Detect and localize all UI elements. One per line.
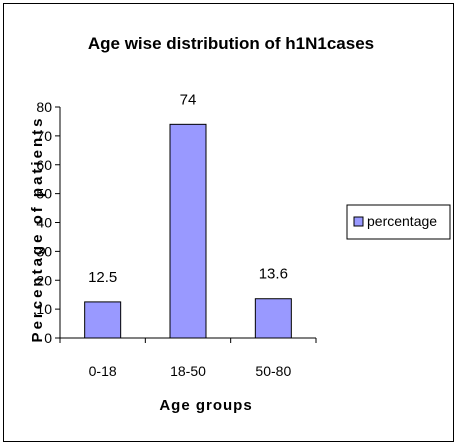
chart-title: Age wise distribution of h1N1cases (88, 34, 374, 53)
y-tick-label: 20 (36, 272, 52, 288)
y-axis-label: Percentage of patients (29, 116, 46, 343)
y-tick-label: 60 (36, 157, 52, 173)
data-labels: 12.5 74 13.6 (88, 91, 288, 286)
data-label: 13.6 (259, 266, 288, 283)
bar (84, 301, 122, 339)
tick-labels: 0 10 20 30 40 50 60 70 80 0-18 18-50 50-80 (36, 99, 291, 379)
y-tick-label: 70 (36, 128, 52, 144)
chart-frame: Age wise distribution of h1N1cases Perce… (3, 3, 454, 442)
x-tick-label: 50-80 (255, 363, 291, 379)
y-tick-label: 30 (36, 243, 52, 259)
y-tick-label: 50 (36, 186, 52, 202)
bar (169, 123, 207, 339)
legend-label: percentage (367, 213, 437, 229)
bars (84, 123, 292, 339)
y-tick-label: 10 (36, 301, 52, 317)
bar-chart: Age wise distribution of h1N1cases Perce… (29, 34, 451, 414)
legend-box (346, 204, 451, 240)
bar (254, 298, 292, 339)
y-tick-label: 0 (44, 330, 52, 346)
legend: percentage (346, 204, 451, 240)
data-label: 12.5 (88, 269, 117, 286)
x-axis-label: Age groups (159, 397, 252, 414)
legend-swatch (353, 216, 364, 227)
y-tick-label: 40 (36, 215, 52, 231)
data-label: 74 (180, 91, 197, 108)
x-tick-label: 0-18 (89, 363, 117, 379)
x-tick-label: 18-50 (170, 363, 206, 379)
y-tick-label: 80 (36, 99, 52, 115)
